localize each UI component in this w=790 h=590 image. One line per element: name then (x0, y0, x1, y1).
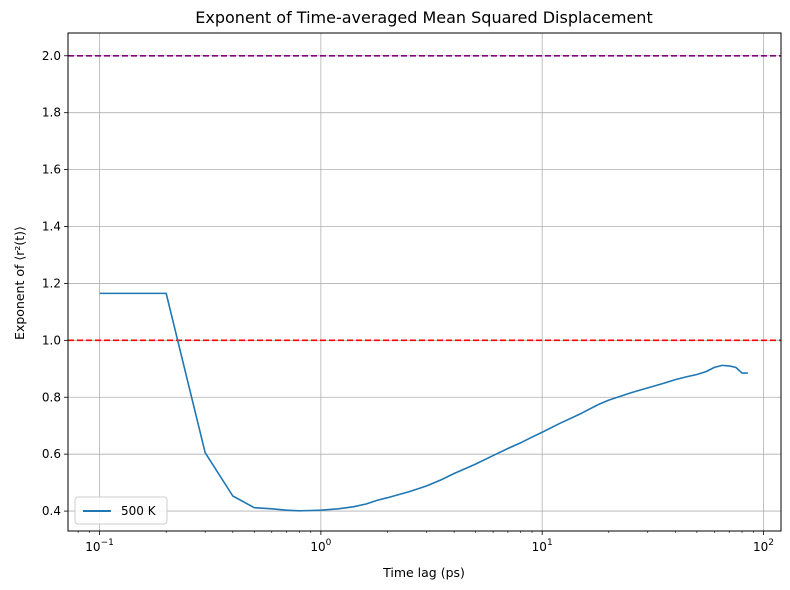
reference-lines (68, 54, 781, 342)
series-line (99, 292, 748, 512)
y-tick-label: 1.0 (42, 333, 61, 347)
x-tick-label: 100 (310, 538, 331, 554)
grid (68, 33, 781, 531)
y-tick-label: 1.6 (42, 163, 61, 177)
legend: 500 K (74, 496, 168, 525)
plot-frame (67, 32, 782, 532)
y-tick-label: 0.4 (42, 504, 61, 518)
x-tick-label: 102 (753, 538, 774, 554)
x-tick-label: 101 (532, 538, 553, 554)
x-tick-label: 10−1 (85, 538, 114, 554)
y-tick-label: 0.8 (42, 390, 61, 404)
y-tick-label: 1.2 (42, 276, 61, 290)
legend-box (74, 496, 168, 525)
series-layer (99, 292, 748, 512)
x-axis-label: Time lag (ps) (382, 565, 465, 580)
chart-title: Exponent of Time-averaged Mean Squared D… (195, 8, 652, 27)
y-axis-label: Exponent of ⟨r²(t)⟩ (12, 226, 27, 340)
x-axis-ticks: 10−1 100 101 102 (77, 531, 774, 554)
legend-label: 500 K (121, 504, 157, 518)
y-axis-ticks: 0.4 0.6 0.8 1.0 1.2 1.4 1.6 1.8 2.0 (42, 49, 68, 518)
y-tick-label: 1.8 (42, 106, 61, 120)
y-tick-label: 0.6 (42, 447, 61, 461)
y-tick-label: 1.4 (42, 220, 61, 234)
y-tick-label: 2.0 (42, 49, 61, 63)
